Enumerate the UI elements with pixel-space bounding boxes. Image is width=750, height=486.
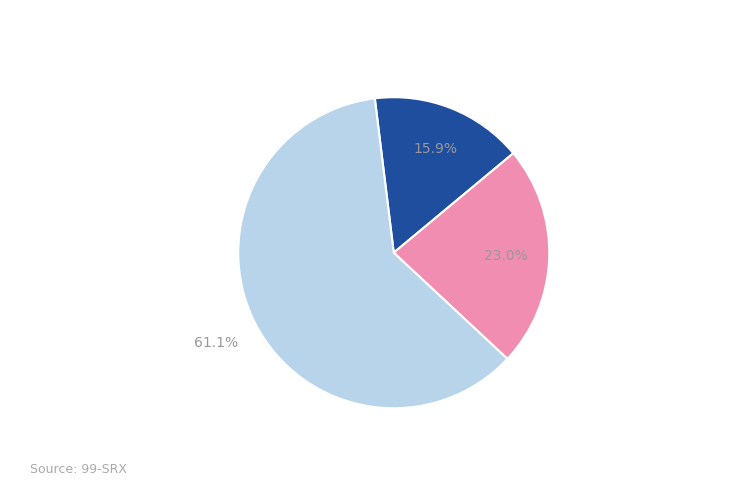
Text: 23.0%: 23.0% (484, 249, 527, 263)
Text: 61.1%: 61.1% (194, 336, 238, 350)
Wedge shape (394, 153, 549, 359)
Text: 15.9%: 15.9% (413, 141, 457, 156)
Wedge shape (238, 98, 508, 408)
Text: Source: 99-SRX: Source: 99-SRX (30, 463, 127, 476)
Legend: CCR, RCR, OCR: CCR, RCR, OCR (301, 0, 487, 5)
Wedge shape (375, 97, 513, 253)
